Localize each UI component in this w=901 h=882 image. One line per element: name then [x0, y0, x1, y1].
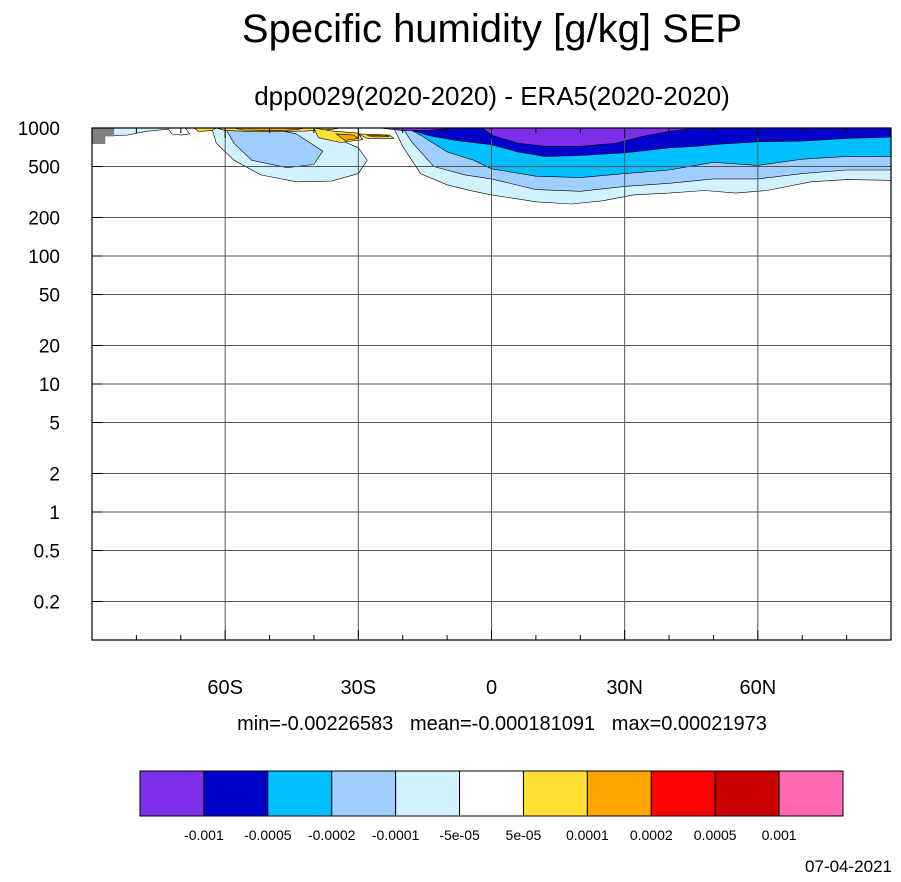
y-tick-label: 5 [49, 414, 60, 435]
colorbar-swatch [395, 770, 461, 817]
grid-lines [92, 128, 891, 640]
colorbar-swatch [459, 770, 524, 817]
missing-data-region [92, 128, 115, 144]
colorbar-label: -0.001 [184, 827, 224, 843]
x-tick-label: 30S [341, 677, 377, 699]
colorbar-label: 0.001 [762, 827, 797, 843]
y-tick-label: 500 [28, 158, 60, 179]
contour-region [193, 128, 217, 132]
colorbar-label: -0.0005 [244, 827, 292, 843]
stats-text: min=-0.00226583 mean=-0.000181091 max=0.… [237, 713, 767, 735]
colorbar-label: -0.0002 [308, 827, 356, 843]
y-tick-label: 2 [49, 464, 60, 485]
y-axis-tick-labels: 0.2 0.5 1 2 5 10 20 50 100 200 500 1000 [18, 119, 60, 613]
contour-region [367, 134, 390, 138]
date-stamp: 07-04-2021 [805, 857, 892, 876]
colorbar-label: -5e-05 [439, 827, 480, 843]
axis-ticks [92, 127, 848, 640]
colorbar-swatch [586, 770, 652, 817]
y-tick-label: 1 [49, 503, 60, 524]
colorbar-swatch [522, 770, 588, 817]
colorbar-swatch [778, 770, 844, 817]
colorbar-label: 5e-05 [506, 827, 542, 843]
colorbar-swatch [650, 770, 716, 817]
colorbar-swatch [267, 770, 333, 817]
contour-region [167, 128, 191, 136]
y-tick-label: 100 [28, 247, 60, 268]
x-tick-label: 60N [739, 677, 776, 699]
colorbar-swatch [714, 770, 780, 817]
y-tick-label: 20 [39, 336, 60, 357]
colorbar-swatch [331, 770, 397, 817]
y-tick-label: 50 [39, 286, 60, 307]
y-tick-label: 1000 [18, 119, 60, 140]
y-tick-label: 0.5 [34, 542, 60, 563]
contour-fills [92, 128, 891, 205]
x-axis-tick-labels: 60S 30S 0 30N 60N [207, 677, 776, 699]
x-tick-label: 60S [207, 677, 243, 699]
y-tick-label: 0.2 [34, 592, 60, 613]
chart-title: Specific humidity [g/kg] SEP [242, 7, 742, 51]
colorbar-label: 0.0001 [566, 827, 609, 843]
y-tick-label: 10 [39, 375, 60, 396]
y-tick-label: 200 [28, 208, 60, 229]
colorbar-swatch [203, 770, 269, 817]
colorbar-label: -0.0001 [372, 827, 420, 843]
x-tick-label: 30N [606, 677, 643, 699]
contour-region [380, 128, 457, 131]
colorbar-labels: -0.001 -0.0005 -0.0002 -0.0001 -5e-05 5e-05 0.… [184, 827, 797, 843]
colorbar-label: 0.0005 [694, 827, 737, 843]
colorbar [139, 770, 844, 817]
colorbar-label: 0.0002 [630, 827, 673, 843]
colorbar-swatch [139, 770, 205, 817]
chart-subtitle: dpp0029(2020-2020) - ERA5(2020-2020) [254, 81, 730, 111]
x-tick-label: 0 [486, 677, 497, 699]
